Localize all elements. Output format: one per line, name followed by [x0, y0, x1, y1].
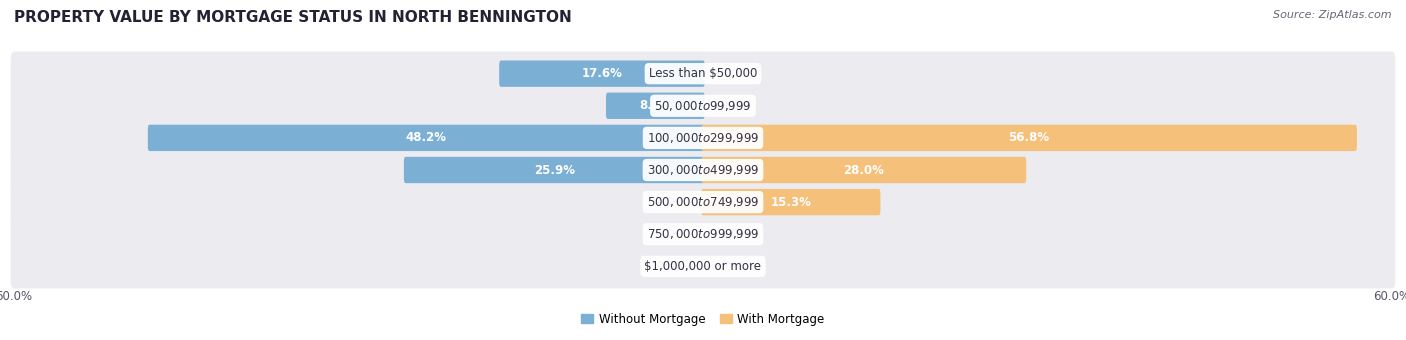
Text: 28.0%: 28.0% [844, 164, 884, 176]
FancyBboxPatch shape [11, 148, 1395, 192]
FancyBboxPatch shape [702, 189, 880, 215]
Text: 0.0%: 0.0% [657, 260, 686, 273]
FancyBboxPatch shape [11, 244, 1395, 288]
Text: 56.8%: 56.8% [1008, 131, 1050, 144]
FancyBboxPatch shape [11, 84, 1395, 128]
Text: $50,000 to $99,999: $50,000 to $99,999 [654, 99, 752, 113]
Text: 0.0%: 0.0% [657, 228, 686, 241]
FancyBboxPatch shape [11, 52, 1395, 96]
Text: 17.6%: 17.6% [582, 67, 623, 80]
Text: 8.3%: 8.3% [638, 99, 672, 112]
FancyBboxPatch shape [11, 116, 1395, 160]
Text: 15.3%: 15.3% [770, 195, 811, 209]
FancyBboxPatch shape [404, 157, 704, 183]
FancyBboxPatch shape [606, 92, 704, 119]
Text: Less than $50,000: Less than $50,000 [648, 67, 758, 80]
FancyBboxPatch shape [148, 125, 704, 151]
Legend: Without Mortgage, With Mortgage: Without Mortgage, With Mortgage [576, 308, 830, 330]
FancyBboxPatch shape [11, 180, 1395, 224]
Text: PROPERTY VALUE BY MORTGAGE STATUS IN NORTH BENNINGTON: PROPERTY VALUE BY MORTGAGE STATUS IN NOR… [14, 10, 572, 25]
Text: 25.9%: 25.9% [534, 164, 575, 176]
Text: 0.0%: 0.0% [720, 67, 749, 80]
FancyBboxPatch shape [702, 157, 1026, 183]
Text: 0.0%: 0.0% [657, 195, 686, 209]
Text: $100,000 to $299,999: $100,000 to $299,999 [647, 131, 759, 145]
Text: $300,000 to $499,999: $300,000 to $499,999 [647, 163, 759, 177]
Text: Source: ZipAtlas.com: Source: ZipAtlas.com [1274, 10, 1392, 20]
Text: 0.0%: 0.0% [720, 228, 749, 241]
Text: 48.2%: 48.2% [406, 131, 447, 144]
Text: 0.0%: 0.0% [720, 99, 749, 112]
Text: $1,000,000 or more: $1,000,000 or more [644, 260, 762, 273]
FancyBboxPatch shape [702, 125, 1357, 151]
Text: $750,000 to $999,999: $750,000 to $999,999 [647, 227, 759, 241]
FancyBboxPatch shape [499, 61, 704, 87]
FancyBboxPatch shape [11, 212, 1395, 256]
Text: $500,000 to $749,999: $500,000 to $749,999 [647, 195, 759, 209]
Text: 0.0%: 0.0% [720, 260, 749, 273]
